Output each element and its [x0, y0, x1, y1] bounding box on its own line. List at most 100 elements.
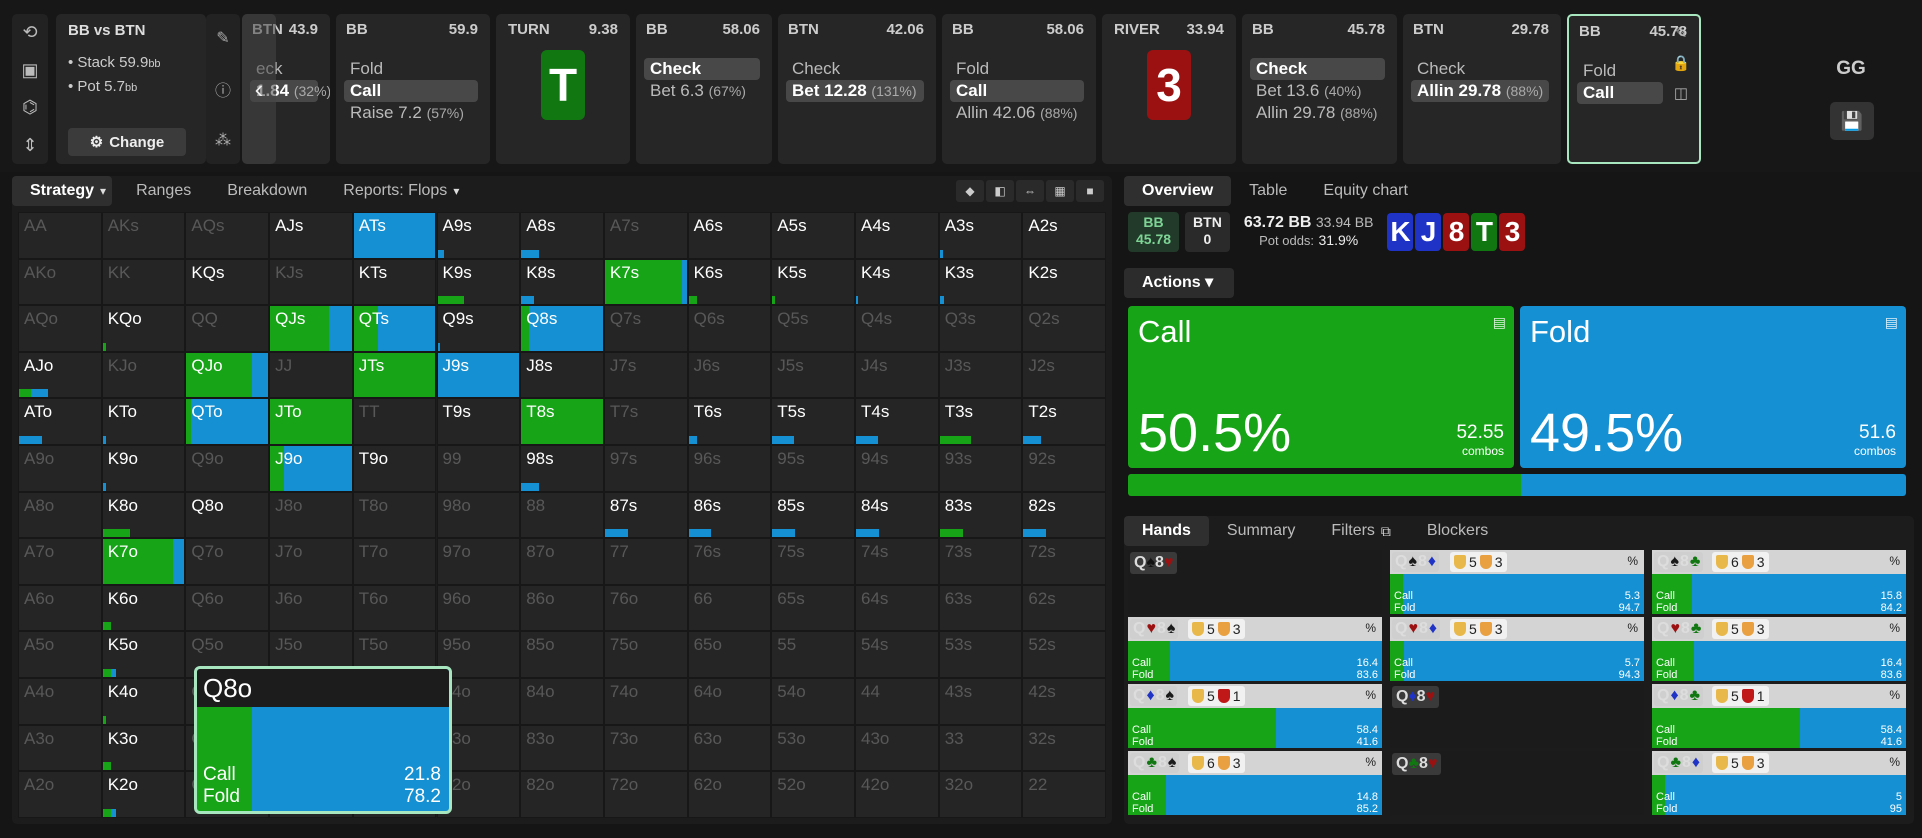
hand-combo[interactable]: Q ♥ 8 ♣ 5 3% Call Fold 16.4 83.6	[1652, 617, 1906, 681]
split-icon[interactable]: ◫	[1673, 85, 1689, 102]
hand-combo[interactable]: Q ♦ 8 ♥	[1390, 684, 1644, 748]
filters-icon[interactable]: ⧉	[1380, 522, 1391, 539]
hand-cell-62s[interactable]: 62s	[1022, 584, 1107, 632]
action-option[interactable]: Fold	[350, 59, 384, 78]
action-card-bb[interactable]: BB 45.78 Fold Call ✎ 🔒 ◫	[1567, 14, 1701, 164]
hand-cell-J2s[interactable]: J2s	[1022, 351, 1107, 399]
hand-cell-83s[interactable]: 83s	[938, 491, 1023, 539]
hand-cell-72o[interactable]: 72o	[603, 771, 688, 818]
hand-cell-KK[interactable]: KK	[101, 258, 186, 306]
hand-cell-K9o[interactable]: K9o	[101, 445, 186, 492]
hand-cell-KTo[interactable]: KTo	[101, 398, 186, 445]
hand-cell-AA[interactable]: AA	[18, 212, 102, 259]
hand-cell-32o[interactable]: 32o	[938, 771, 1023, 818]
hand-cell-A5s[interactable]: A5s	[771, 212, 855, 259]
grid-icon[interactable]: ▦	[1046, 180, 1074, 202]
hand-cell-K3o[interactable]: K3o	[101, 724, 186, 772]
hand-cell-J4s[interactable]: J4s	[855, 351, 939, 399]
hand-cell-QTs[interactable]: QTs	[352, 305, 437, 352]
hand-cell-54s[interactable]: 54s	[855, 631, 939, 678]
hand-cell-T6o[interactable]: T6o	[352, 584, 437, 632]
hand-cell-K2o[interactable]: K2o	[101, 771, 186, 818]
hand-cell-63o[interactable]: 63o	[687, 724, 772, 772]
hand-cell-J9s[interactable]: J9s	[436, 351, 521, 399]
hand-cell-A8s[interactable]: A8s	[520, 212, 604, 259]
hand-cell-42s[interactable]: 42s	[1022, 678, 1107, 725]
action-option[interactable]: Check	[1417, 59, 1466, 78]
hand-cell-K9s[interactable]: K9s	[436, 258, 521, 306]
fold-action-box[interactable]: Fold ▤ 49.5% 51.6 combos	[1520, 306, 1906, 468]
hand-cell-AQo[interactable]: AQo	[18, 305, 102, 352]
hand-combo[interactable]: Q ♦ 8 ♣ 5 1% Call Fold 58.4 41.6	[1652, 684, 1906, 748]
hand-combo[interactable]: Q ♥ 8 ♦ 5 3% Call Fold 5.7 94.3	[1390, 617, 1644, 681]
hand-cell-A3s[interactable]: A3s	[938, 212, 1023, 259]
street-card-river[interactable]: RIVER 33.94 3	[1102, 14, 1236, 164]
hand-cell-Q4s[interactable]: Q4s	[855, 305, 939, 352]
hand-cell-52o[interactable]: 52o	[771, 771, 855, 818]
tab-strategy[interactable]: Strategy	[12, 176, 113, 206]
square-icon[interactable]: ■	[1076, 180, 1104, 202]
hand-cell-K8s[interactable]: K8s	[520, 258, 604, 306]
cube-icon[interactable]: ◆	[956, 180, 984, 202]
action-option[interactable]: Call	[950, 80, 1084, 102]
tab-breakdown[interactable]: Breakdown	[227, 182, 308, 199]
hand-cell-T5s[interactable]: T5s	[771, 398, 855, 445]
hand-cell-QQ[interactable]: QQ	[185, 305, 270, 352]
hand-cell-J6o[interactable]: J6o	[269, 584, 353, 632]
hand-cell-85s[interactable]: 85s	[771, 491, 855, 539]
hand-cell-A9o[interactable]: A9o	[18, 445, 102, 492]
hand-cell-54o[interactable]: 54o	[771, 678, 855, 725]
hand-cell-Q5s[interactable]: Q5s	[771, 305, 855, 352]
hand-combo[interactable]: Q ♠ 8 ♦ 5 3% Call Fold 5.3 94.7	[1390, 550, 1644, 614]
edit-icon[interactable]: ✎	[216, 30, 230, 48]
hand-cell-K5s[interactable]: K5s	[771, 258, 855, 306]
hand-cell-Q8s[interactable]: Q8s	[520, 305, 604, 352]
tab-filters[interactable]: Filters	[1331, 522, 1375, 539]
hand-cell-Q3s[interactable]: Q3s	[938, 305, 1023, 352]
hand-cell-A6o[interactable]: A6o	[18, 584, 102, 632]
hand-cell-ATs[interactable]: ATs	[352, 212, 437, 259]
back-arrow-icon[interactable]: ‹	[242, 14, 276, 164]
hand-cell-A4o[interactable]: A4o	[18, 678, 102, 725]
hand-cell-K4o[interactable]: K4o	[101, 678, 186, 725]
hand-cell-Q8o[interactable]: Q8o	[185, 491, 270, 539]
hand-cell-KTs[interactable]: KTs	[352, 258, 437, 306]
tab-ranges[interactable]: Ranges	[136, 182, 192, 199]
hand-cell-T2s[interactable]: T2s	[1022, 398, 1107, 445]
hand-cell-92s[interactable]: 92s	[1022, 445, 1107, 492]
hand-cell-62o[interactable]: 62o	[687, 771, 772, 818]
hand-cell-AQs[interactable]: AQs	[185, 212, 270, 259]
hand-cell-86o[interactable]: 86o	[520, 584, 604, 632]
action-option[interactable]: Allin 29.78 (88%)	[1256, 103, 1378, 122]
call-action-box[interactable]: Call ▤ 50.5% 52.55 combos	[1128, 306, 1514, 468]
hand-cell-84s[interactable]: 84s	[855, 491, 939, 539]
hand-cell-52s[interactable]: 52s	[1022, 631, 1107, 678]
hand-cell-96s[interactable]: 96s	[687, 445, 772, 492]
note-icon[interactable]: ▤	[1884, 314, 1898, 330]
edit-icon[interactable]: ✎	[1674, 25, 1688, 42]
hand-cell-73s[interactable]: 73s	[938, 538, 1023, 585]
hand-cell-T4s[interactable]: T4s	[855, 398, 939, 445]
hand-cell-65s[interactable]: 65s	[771, 584, 855, 632]
hand-cell-T6s[interactable]: T6s	[687, 398, 772, 445]
hand-cell-87o[interactable]: 87o	[520, 538, 604, 585]
hand-cell-A7o[interactable]: A7o	[18, 538, 102, 585]
hand-cell-KJo[interactable]: KJo	[101, 351, 186, 399]
action-option[interactable]: Bet 6.3 (67%)	[650, 81, 746, 100]
hand-cell-J8s[interactable]: J8s	[520, 351, 604, 399]
hand-combo[interactable]: Q ♣ 8 ♥	[1390, 751, 1644, 815]
hand-cell-63s[interactable]: 63s	[938, 584, 1023, 632]
tab-overview[interactable]: Overview	[1124, 176, 1232, 206]
hand-cell-K6o[interactable]: K6o	[101, 584, 186, 632]
hand-combo[interactable]: Q ♥ 8 ♠ 5 3% Call Fold 16.4 83.6	[1128, 617, 1382, 681]
hand-cell-66[interactable]: 66	[687, 584, 772, 632]
hand-combo[interactable]: Q ♣ 8 ♦ 5 3% Call Fold 5 95	[1652, 751, 1906, 815]
refresh-icon[interactable]: ⟲	[22, 22, 38, 43]
hand-cell-K7o[interactable]: K7o	[101, 538, 186, 585]
action-option[interactable]: Allin 42.06 (88%)	[956, 103, 1078, 122]
hand-cell-93s[interactable]: 93s	[938, 445, 1023, 492]
hand-cell-73o[interactable]: 73o	[603, 724, 688, 772]
hand-cell-QJo[interactable]: QJo	[185, 351, 270, 399]
hand-cell-96o[interactable]: 96o	[436, 584, 521, 632]
hand-cell-Q7s[interactable]: Q7s	[603, 305, 688, 352]
